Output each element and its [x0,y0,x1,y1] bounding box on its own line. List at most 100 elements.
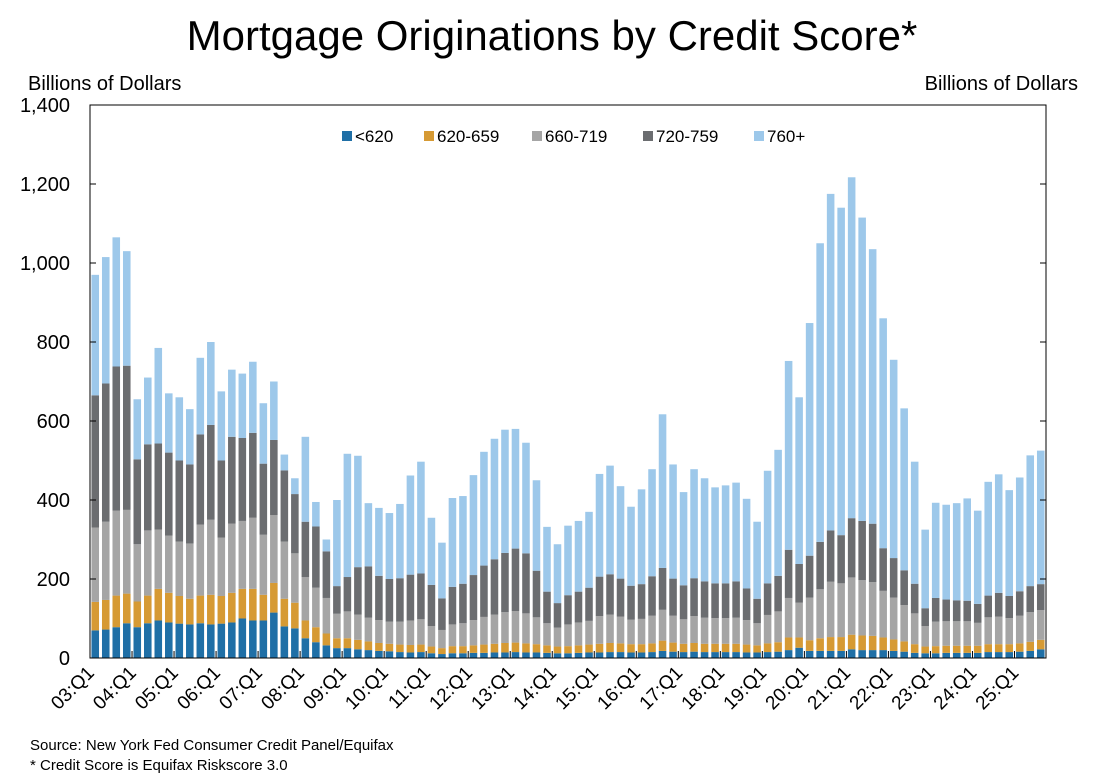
bar-segment [459,583,467,624]
bar-segment [858,650,866,658]
bar-segment [658,650,667,658]
bar-segment [511,428,520,549]
bar-segment [868,582,877,636]
bar-segment [144,444,152,531]
bar-segment [973,510,982,604]
bar-segment [301,620,310,639]
bar-segment [480,451,488,566]
bar-segment [784,650,793,658]
bar-segment [837,207,845,536]
bar-segment [921,646,929,654]
bar-segment [406,574,415,621]
bar-segment [606,652,614,658]
bar-segment [480,565,488,617]
bar-segment [154,443,163,530]
y-axis: 0 200 400 600 800 1,000 1,200 1,400 [20,95,1046,670]
bar-segment [511,652,520,658]
x-tick-label: 24:Q1 [930,663,981,714]
bar-segment [627,585,635,620]
bar-segment [585,587,593,621]
bar-segment [637,618,646,645]
bar-segment [942,599,950,622]
bar-segment [931,502,940,598]
bar-segment [700,478,709,582]
bar-segment [175,595,184,624]
bar-segment [889,359,898,559]
bar-segment [259,463,268,535]
bar-segment [679,492,688,586]
bar-segment [805,640,814,651]
bar-segment [301,577,310,621]
bar-segment [165,452,173,536]
bar-segment [343,648,352,659]
bar-segment [291,602,299,629]
bar-segment [322,633,331,646]
bar-segment [501,652,509,658]
bar-segment [448,586,457,625]
bar-segment [711,487,719,584]
bar-segment [868,635,877,651]
bar-segment [973,622,982,646]
bar-segment [1026,455,1035,587]
bar-segment [574,591,583,623]
bar-segment [91,395,100,528]
bar-segment [984,481,992,596]
bar-segment [165,592,173,623]
bar-segment [1015,643,1024,652]
bar-segment [900,641,908,652]
bar-segment [196,623,205,658]
y-tick-label: 1,400 [20,95,70,117]
bar-segment [826,193,835,531]
bar-segment [375,620,383,643]
bar-segment [133,601,142,628]
bar-segment [112,237,121,367]
bar-segment [669,651,677,658]
bar-segment [101,599,110,630]
bar-segment [427,646,436,654]
bar-segment [952,652,961,658]
legend-swatch [532,131,542,141]
bar-segment [385,651,394,658]
bar-segment [238,588,247,619]
bar-segment [564,525,572,596]
bar-segment [511,548,520,611]
bar-segment [501,612,509,643]
bar-segment [301,638,310,658]
bar-segment [805,597,814,641]
bar-segment [564,624,572,647]
bar-segment [763,614,772,644]
bar-segment [228,523,236,593]
y-tick-label: 200 [37,569,70,591]
bar-segment [763,583,772,615]
bar-segment [606,465,614,575]
bar-segment [952,503,961,601]
legend-swatch [754,131,764,141]
bar-segment [186,598,194,625]
x-tick-label: 13:Q1 [468,663,519,714]
bar-segment [627,652,635,658]
bar-segment [91,601,100,631]
bar-segment [417,619,425,645]
x-tick-label: 21:Q1 [804,663,855,714]
bar-segment [984,595,992,618]
bar-segment [322,551,331,598]
bar-segment [553,646,562,654]
bar-segment [165,535,173,593]
bar-segment [616,652,625,658]
x-tick-label: 11:Q1 [385,663,435,713]
bar-segment [553,544,562,604]
bar-segment [648,615,656,644]
bar-segment [858,520,866,581]
y-tick-label: 400 [37,490,70,512]
x-tick-label: 07:Q1 [215,663,266,714]
bar-segment [459,623,467,647]
bar-segment [480,616,488,645]
bar-segment [1015,591,1024,616]
bar-segment [196,524,205,596]
bar-segment [606,574,614,615]
bar-segment [942,504,950,600]
bar-segment [994,616,1003,645]
bar-segment [333,648,341,659]
bar-segment [952,621,961,646]
bar-segment [784,597,793,638]
